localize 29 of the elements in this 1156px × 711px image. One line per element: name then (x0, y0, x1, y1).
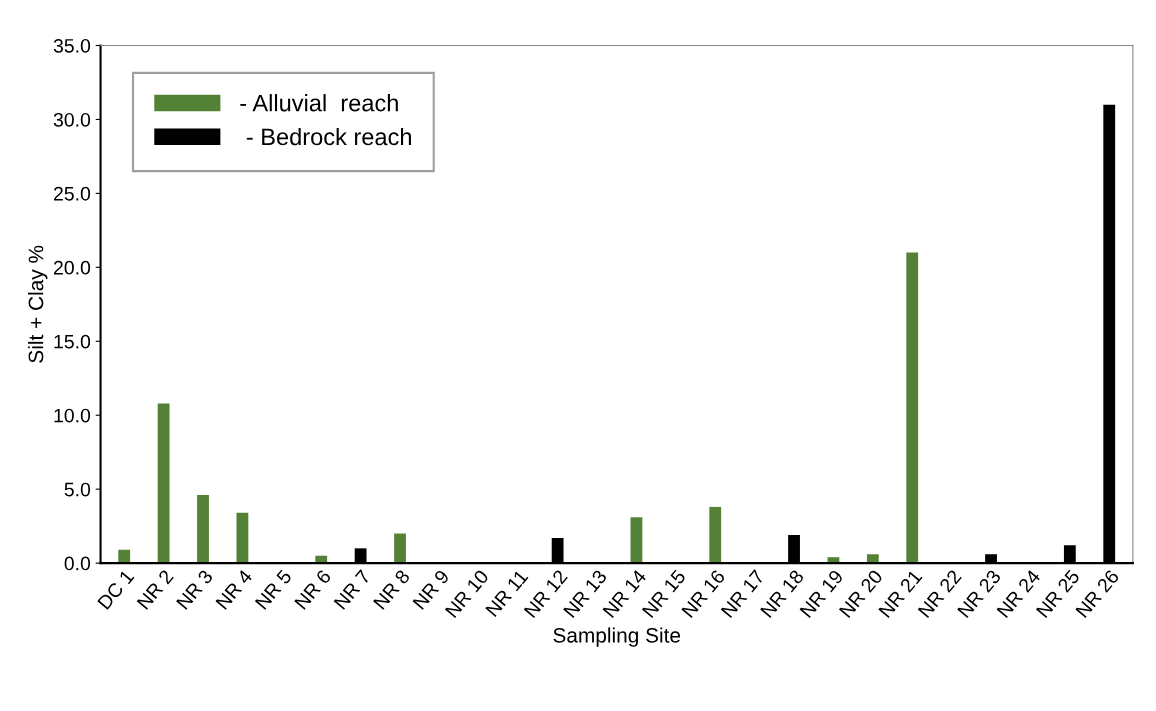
legend-label: - Alluvial reach (240, 94, 398, 112)
y-tick-label: 5.0 (64, 482, 91, 497)
y-tick-label: 35.0 (53, 38, 91, 53)
x-tick-label: NR 5 (254, 569, 293, 610)
bar (236, 512, 249, 564)
y-tick-label: 10.0 (54, 408, 91, 423)
x-axis-title: Sampling Site (553, 627, 681, 647)
x-tick-label: NR 4 (215, 568, 253, 610)
y-tick-label: 0.0 (64, 556, 91, 571)
y-tick-label: 30.0 (53, 112, 91, 127)
bar (866, 554, 879, 564)
x-tick-label: NR 8 (372, 568, 411, 610)
x-tick-label: NR 3 (175, 568, 214, 610)
bar (118, 549, 131, 564)
y-tick-label: 15.0 (54, 334, 91, 349)
bar (630, 517, 643, 564)
bar (906, 252, 919, 564)
x-tick-label: DC 1 (97, 569, 135, 610)
bar (157, 403, 170, 564)
y-tick-label: 25.0 (53, 186, 91, 201)
legend-label: - Bedrock reach (246, 127, 411, 146)
y-tick-label: 20.0 (53, 260, 91, 275)
x-tick-label: NR 2 (136, 569, 174, 610)
y-axis-title: Silt + Clay % (28, 245, 48, 363)
bar (197, 495, 209, 564)
x-tick-label: NR 7 (333, 569, 371, 610)
bar (709, 506, 722, 564)
x-tick-label: NR 6 (294, 568, 332, 610)
bar (394, 533, 406, 564)
